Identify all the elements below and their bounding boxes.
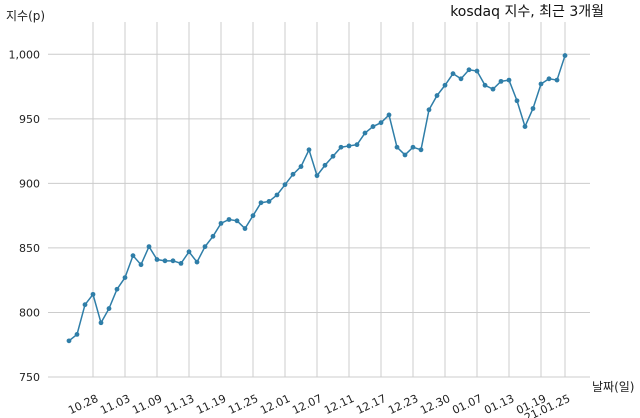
y-tick-label: 850 [19, 242, 40, 255]
data-point [90, 291, 96, 297]
data-point [506, 77, 512, 83]
x-tick-label: 12.01 [258, 392, 292, 417]
data-point [74, 332, 80, 337]
data-point [338, 144, 344, 150]
data-point [474, 68, 480, 74]
x-tick-label: 11.13 [162, 392, 196, 417]
data-point [226, 217, 232, 222]
x-tick-label: 11.09 [130, 392, 164, 417]
data-point [114, 286, 120, 292]
data-point [210, 233, 216, 239]
data-point [554, 77, 560, 83]
x-axis-label: 날짜(일) [592, 380, 634, 394]
data-point [82, 302, 88, 308]
y-tick-label: 1,000 [9, 48, 41, 61]
x-tick-labels: 10.2811.0311.0911.1311.1911.2512.0112.07… [66, 392, 572, 418]
data-point [434, 93, 440, 98]
data-point [122, 275, 128, 280]
data-point [562, 53, 568, 58]
data-point [186, 249, 192, 255]
grid-lines [48, 22, 590, 378]
data-point [530, 106, 536, 111]
data-point [346, 143, 352, 149]
data-point [410, 144, 416, 150]
x-tick-label: 12.07 [290, 392, 324, 417]
data-point [522, 124, 528, 129]
data-point [514, 98, 520, 104]
data-point [154, 257, 160, 262]
data-point [370, 124, 376, 129]
data-point [386, 112, 392, 118]
x-tick-label: 01.13 [482, 392, 516, 417]
y-axis-label: 지수(p) [6, 9, 45, 23]
data-point [146, 244, 152, 250]
x-tick-label: 12.30 [418, 392, 452, 417]
x-tick-label: 12.11 [322, 392, 356, 417]
data-point [290, 171, 296, 177]
data-point [274, 192, 280, 198]
data-point [362, 130, 368, 136]
x-tick-label: 11.25 [226, 392, 260, 417]
data-point [450, 71, 456, 77]
data-point [466, 67, 472, 73]
data-point [490, 86, 496, 92]
data-point [234, 218, 240, 224]
data-point [170, 258, 176, 264]
data-point [162, 258, 168, 264]
data-point [218, 220, 224, 226]
data-point [130, 253, 136, 259]
data-point [298, 164, 304, 169]
y-tick-label: 900 [19, 177, 40, 190]
data-point [242, 226, 248, 231]
x-tick-label: 11.19 [194, 392, 228, 417]
data-point [106, 306, 112, 311]
data-point [66, 338, 72, 344]
data-point [538, 81, 544, 87]
data-point [314, 173, 320, 179]
x-tick-label: 11.03 [98, 392, 132, 417]
y-tick-label: 750 [19, 371, 40, 384]
series-points [66, 53, 568, 344]
x-tick-label: 10.28 [66, 392, 100, 417]
data-point [266, 199, 272, 204]
data-point [98, 320, 104, 326]
data-point [442, 82, 448, 88]
data-point [250, 213, 256, 219]
data-point [178, 261, 184, 266]
chart-title: kosdaq 지수, 최근 3개월 [450, 4, 604, 20]
x-tick-label: 12.17 [354, 392, 388, 417]
data-point [330, 153, 336, 159]
data-point [306, 147, 312, 153]
data-point [482, 82, 488, 88]
data-point [282, 182, 288, 188]
data-point [418, 147, 424, 153]
data-point [322, 162, 328, 168]
data-point [402, 152, 408, 158]
data-point [194, 259, 200, 265]
y-tick-labels: 750 800 850 900 950 1,000 [9, 48, 41, 384]
data-point [378, 120, 384, 126]
data-point [498, 78, 504, 84]
x-tick-label: 01.07 [450, 392, 484, 417]
data-point [458, 76, 464, 82]
data-point [202, 244, 208, 250]
data-point [138, 262, 144, 268]
y-tick-label: 950 [19, 113, 40, 126]
data-point [394, 144, 400, 150]
x-tick-label: 12.23 [386, 392, 420, 417]
data-point [354, 142, 360, 148]
data-point [546, 76, 552, 82]
data-point [258, 200, 264, 206]
data-point [426, 107, 432, 113]
y-tick-label: 800 [19, 306, 40, 319]
